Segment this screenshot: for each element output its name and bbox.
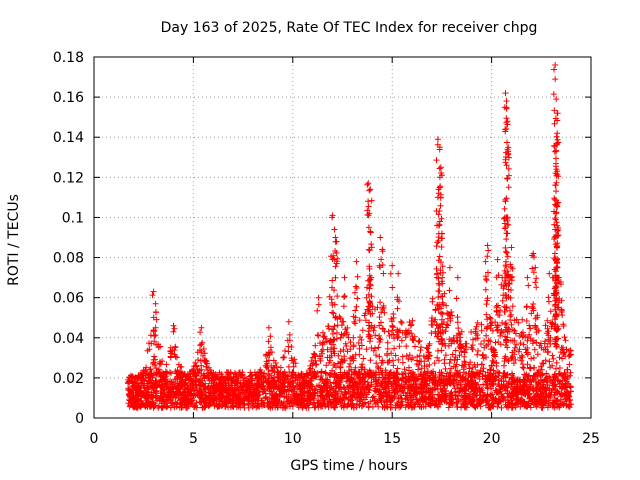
- y-axis-ticks: 0 0.02 0.04 0.06 0.08 0.1 0.12 0.14 0.16 0.18: [53, 50, 591, 427]
- y-tick-label: 0.18: [53, 50, 84, 66]
- x-tick-label: 10: [284, 431, 302, 447]
- plot-frame: [93, 56, 592, 419]
- roti-points: [125, 62, 574, 411]
- y-tick-label: 0.08: [53, 251, 84, 267]
- y-tick-label: 0: [75, 411, 84, 427]
- y-tick-label: 0.04: [53, 331, 84, 347]
- x-tick-label: 5: [189, 431, 198, 447]
- x-tick-label: 0: [90, 431, 99, 447]
- y-axis-label: ROTI / TECUs: [6, 194, 22, 286]
- x-axis-label: GPS time / hours: [290, 458, 407, 474]
- y-tick-label: 0.02: [53, 371, 84, 387]
- x-tick-label: 15: [383, 431, 401, 447]
- y-tick-label: 0.16: [53, 90, 84, 106]
- y-tick-label: 0.06: [53, 291, 84, 307]
- data-points: [125, 62, 574, 411]
- y-tick-label: 0.14: [53, 130, 84, 146]
- y-tick-label: 0.1: [62, 210, 84, 226]
- x-tick-label: 20: [483, 431, 501, 447]
- y-tick-label: 0.12: [53, 170, 84, 186]
- x-tick-label: 25: [582, 431, 600, 447]
- chart-title: Day 163 of 2025, Rate Of TEC Index for r…: [161, 20, 538, 36]
